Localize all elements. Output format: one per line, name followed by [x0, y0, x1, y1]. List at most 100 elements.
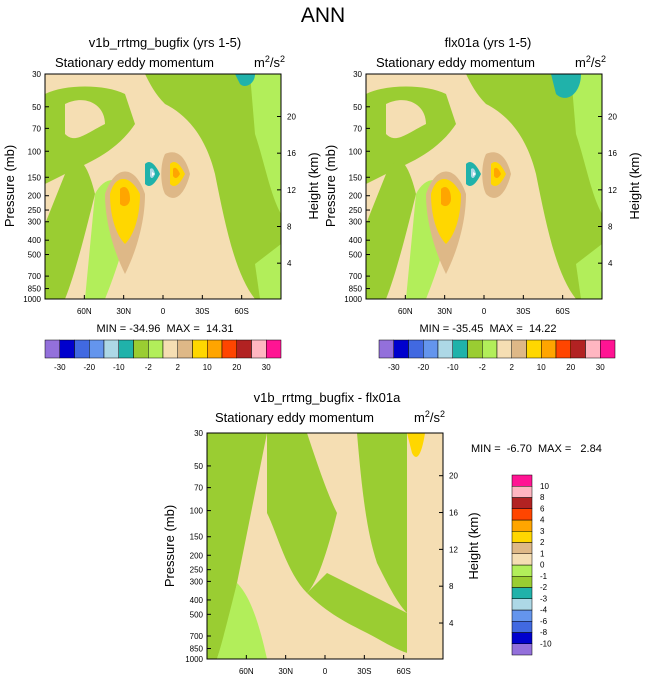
panel-bottom-stats: MIN = -6.70 MAX = 2.84 [471, 443, 602, 455]
colorbar-swatch [511, 497, 533, 509]
colorbar-label: -20 [83, 363, 95, 372]
colorbar-swatch [148, 339, 164, 359]
colorbar-label: 2 [176, 363, 181, 372]
y-tick-label: 150 [190, 533, 204, 542]
panel-top-left-case-title: v1b_rrtmg_bugfix (yrs 1-5) [89, 35, 241, 50]
colorbar-swatch [482, 339, 498, 359]
height-tick-label: 16 [287, 149, 296, 158]
y-tick-label: 30 [353, 70, 362, 79]
x-tick-label: 60S [397, 667, 411, 676]
colorbar-swatch [177, 339, 193, 359]
colorbar-label: -30 [54, 363, 66, 372]
x-tick-label: 30N [437, 307, 452, 316]
colorbar-label: 6 [540, 504, 545, 513]
y-tick-label: 250 [349, 206, 363, 215]
colorbar-swatch [118, 339, 134, 359]
y-tick-label: 70 [32, 124, 41, 133]
colorbar-swatch [423, 339, 439, 359]
colorbar-swatch [133, 339, 149, 359]
panel-top-left-units: m2/s2 [254, 54, 285, 70]
colorbar-swatch [511, 339, 527, 359]
colorbar-swatch [511, 621, 533, 633]
colorbar-swatch [452, 339, 468, 359]
y-tick-label: 850 [190, 645, 204, 654]
x-tick-label: 30N [116, 307, 131, 316]
x-tick-label: 60N [239, 667, 254, 676]
height-tick-label: 8 [287, 223, 292, 232]
colorbar-swatch [207, 339, 223, 359]
y-tick-label: 700 [349, 272, 363, 281]
colorbar-swatch [437, 339, 453, 359]
y-tick-label: 1000 [23, 295, 41, 304]
colorbar-swatch [600, 339, 616, 359]
colorbar-swatch [511, 587, 533, 599]
colorbar-label: -3 [540, 594, 548, 603]
y-tick-label: 400 [190, 596, 204, 605]
colorbar-label: -2 [145, 363, 153, 372]
panel-top-left-ylabel-right: Height (km) [306, 152, 321, 219]
colorbar-swatch [192, 339, 208, 359]
colorbar-label: 0 [540, 561, 545, 570]
y-tick-label: 150 [349, 173, 363, 182]
colorbar-swatch [585, 339, 601, 359]
y-tick-label: 300 [349, 218, 363, 227]
colorbar-top-right: -30 -20 -10 -2 2 10 20 30 [378, 339, 616, 372]
colorbar-swatch [59, 339, 75, 359]
colorbar-swatch [511, 519, 533, 532]
y-tick-label: 500 [190, 610, 204, 619]
x-tick-label: 30N [278, 667, 293, 676]
colorbar-label: 20 [566, 363, 575, 372]
colorbar-label: -30 [388, 363, 400, 372]
figure-title: ANN [301, 4, 345, 27]
x-tick-label: 0 [161, 307, 166, 316]
y-tick-label: 300 [190, 577, 204, 586]
colorbar-label: 10 [203, 363, 212, 372]
panel-top-right-plot [365, 73, 603, 300]
colorbar-label: -2 [479, 363, 487, 372]
panel-top-left: v1b_rrtmg_bugfix (yrs 1-5) Stationary ed… [2, 35, 321, 372]
colorbar-swatch [511, 486, 533, 498]
y-tick-label: 30 [32, 70, 41, 79]
colorbar-swatch [511, 508, 533, 521]
colorbar-swatch [511, 609, 533, 622]
colorbar-swatch [408, 339, 424, 359]
panel-bottom-ylabel: Pressure (mb) [162, 505, 177, 587]
colorbar-swatch [511, 576, 533, 588]
height-tick-label: 20 [287, 113, 296, 122]
panel-bottom-plot [206, 432, 444, 660]
height-tick-label: 12 [449, 545, 458, 554]
x-tick-label: 60N [398, 307, 413, 316]
y-tick-label: 70 [353, 124, 362, 133]
y-tick-label: 150 [28, 173, 42, 182]
y-tick-label: 850 [28, 285, 42, 294]
colorbar-label: 2 [540, 538, 545, 547]
y-tick-label: 30 [194, 429, 203, 438]
panel-top-right-subtitle: Stationary eddy momentum [376, 55, 535, 70]
colorbar-label: 30 [596, 363, 605, 372]
panel-bottom: v1b_rrtmg_bugfix - flx01a Stationary edd… [162, 390, 602, 660]
x-tick-label: 60S [556, 307, 570, 316]
colorbar-label: 3 [540, 527, 545, 536]
height-tick-label: 12 [287, 186, 296, 195]
colorbar-label: 4 [540, 516, 545, 525]
x-tick-label: 60S [235, 307, 249, 316]
colorbar-top-left: -30 -20 -10 -2 2 10 20 30 [44, 339, 282, 372]
x-tick-label: 30S [195, 307, 209, 316]
colorbar-swatch [555, 339, 571, 359]
colorbar-label: -10 [113, 363, 125, 372]
colorbar-swatch [511, 632, 533, 644]
y-tick-label: 700 [28, 272, 42, 281]
colorbar-swatch [89, 339, 105, 359]
y-tick-label: 1000 [185, 655, 203, 664]
colorbar-label: 8 [540, 493, 545, 502]
colorbar-label: -20 [417, 363, 429, 372]
colorbar-label: -4 [540, 606, 548, 615]
height-tick-label: 8 [608, 223, 613, 232]
y-tick-label: 200 [28, 192, 42, 201]
height-tick-label: 4 [287, 259, 292, 268]
y-tick-label: 1000 [344, 295, 362, 304]
panel-top-left-plot [44, 73, 282, 300]
colorbar-label: -10 [540, 639, 552, 648]
